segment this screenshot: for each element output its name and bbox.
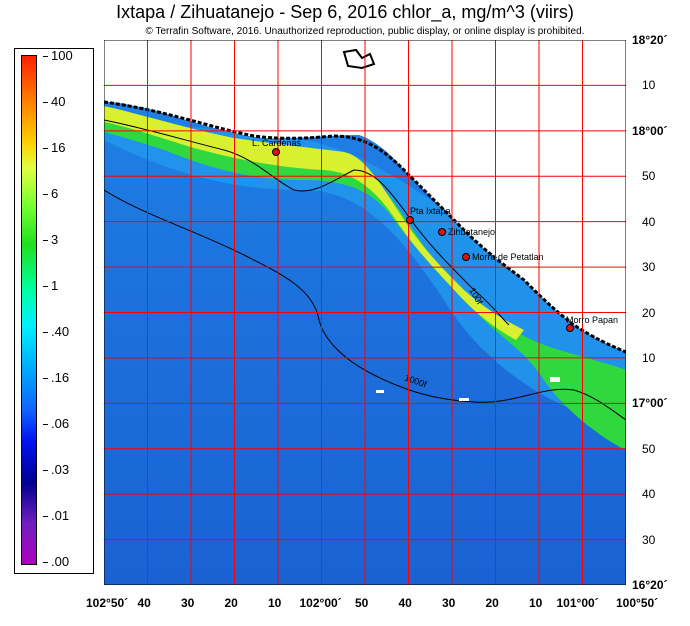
place-marker-morro-de-petatlan — [462, 253, 470, 261]
lat-lon-grid — [104, 40, 626, 585]
legend-tick-mark — [43, 148, 48, 149]
cloud-speck — [376, 390, 384, 393]
legend-tick-mark — [43, 470, 48, 471]
legend-tick-label: .16 — [51, 370, 70, 385]
longitude-label: 40 — [398, 596, 412, 610]
legend-tick-mark — [43, 424, 48, 425]
place-label-morro-papan: Morro Papan — [566, 315, 618, 325]
longitude-label: 30 — [181, 596, 195, 610]
legend-tick-mark — [43, 286, 48, 287]
legend-tick-mark — [43, 102, 48, 103]
copyright-notice: © Terrafin Software, 2016. Unauthorized … — [145, 26, 585, 37]
legend-tick-label: 100 — [51, 48, 73, 63]
place-label-zihuatanejo: Zihuatanejo — [448, 227, 495, 237]
longitude-label: 30 — [442, 596, 456, 610]
longitude-label: 40 — [137, 596, 151, 610]
longitude-label: 102°50´ — [86, 596, 129, 610]
place-marker-morro-papan — [566, 324, 574, 332]
latitude-label: 10 — [642, 78, 656, 93]
legend-tick-mark — [43, 240, 48, 241]
latitude-label: 17°00´ — [632, 396, 668, 411]
latitude-label: 18°00´ — [632, 123, 668, 138]
latitude-label: 16°20´ — [632, 578, 668, 592]
contour-100f — [104, 119, 510, 326]
legend-tick-mark — [43, 516, 48, 517]
legend-tick-label: .40 — [51, 324, 70, 339]
longitude-label: 20 — [224, 596, 238, 610]
legend-tick-mark — [43, 332, 48, 333]
legend-tick-label: 1 — [51, 278, 59, 293]
latitude-label: 10 — [642, 350, 656, 365]
latitude-label: 20 — [642, 305, 656, 320]
place-label-morro-de-petatlan: Morro de Petatlan — [472, 252, 544, 262]
color-scale-bar — [21, 55, 37, 565]
latitude-label: 30 — [642, 260, 656, 275]
place-label-l-cardenas: L. Cardenas — [252, 138, 302, 148]
latitude-label: 50 — [642, 441, 656, 456]
legend-tick-label: .00 — [51, 554, 70, 569]
legend-tick-label: 3 — [51, 232, 59, 247]
cloud-speck — [459, 398, 469, 401]
legend-tick-mark — [43, 378, 48, 379]
legend-tick-label: .01 — [51, 508, 70, 523]
color-legend: 100 40 16 6 3 1 .40 .16 .06 .03 .01 .00 — [14, 48, 94, 574]
legend-tick-label: .03 — [51, 462, 70, 477]
legend-tick-mark — [43, 562, 48, 563]
longitude-label: 10 — [268, 596, 282, 610]
latitude-label: 50 — [642, 169, 656, 184]
place-label-pta-ixtapa: Pta Ixtapa — [410, 206, 451, 216]
longitude-label: 102°00´ — [299, 596, 342, 610]
latitude-label: 18°20´ — [632, 33, 668, 47]
island-outline — [342, 48, 376, 70]
longitude-label: 10 — [529, 596, 543, 610]
place-marker-pta-ixtapa — [406, 216, 414, 224]
longitude-label: 20 — [485, 596, 499, 610]
legend-tick-label: 6 — [51, 186, 59, 201]
place-markers: L. Cardenas Pta Ixtapa Zihuatanejo Morro… — [252, 138, 618, 332]
place-marker-l-cardenas — [272, 148, 280, 156]
place-marker-zihuatanejo — [438, 228, 446, 236]
legend-tick-mark — [43, 56, 48, 57]
cloud-speck — [550, 377, 560, 382]
longitude-label: 50 — [355, 596, 369, 610]
legend-tick-label: 40 — [51, 94, 66, 109]
latitude-label: 40 — [642, 214, 656, 229]
legend-tick-mark — [43, 194, 48, 195]
legend-tick-label: .06 — [51, 416, 70, 431]
map-title: Ixtapa / Zihuatanejo - Sep 6, 2016 chlor… — [116, 2, 574, 22]
latitude-label: 40 — [642, 487, 656, 502]
coastline — [104, 100, 626, 354]
legend-tick-label: 16 — [51, 140, 66, 155]
latitude-label: 30 — [642, 532, 656, 547]
longitude-label: 100°50´ — [616, 596, 659, 610]
longitude-label: 101°00´ — [556, 596, 599, 610]
chlorophyll-map: 100f 1000f L. Cardenas Pta Ixtapa Zihuat… — [104, 40, 626, 585]
